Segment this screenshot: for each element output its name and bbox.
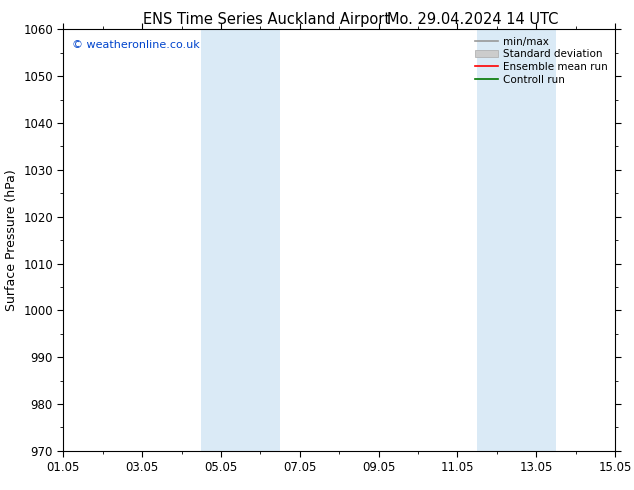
Text: © weatheronline.co.uk: © weatheronline.co.uk xyxy=(72,40,200,50)
Y-axis label: Surface Pressure (hPa): Surface Pressure (hPa) xyxy=(4,169,18,311)
Bar xyxy=(241,29,280,451)
Text: Mo. 29.04.2024 14 UTC: Mo. 29.04.2024 14 UTC xyxy=(387,12,558,27)
Text: ENS Time Series Auckland Airport: ENS Time Series Auckland Airport xyxy=(143,12,390,27)
Bar xyxy=(477,29,556,451)
Bar xyxy=(202,29,241,451)
Legend: min/max, Standard deviation, Ensemble mean run, Controll run: min/max, Standard deviation, Ensemble me… xyxy=(473,35,610,87)
